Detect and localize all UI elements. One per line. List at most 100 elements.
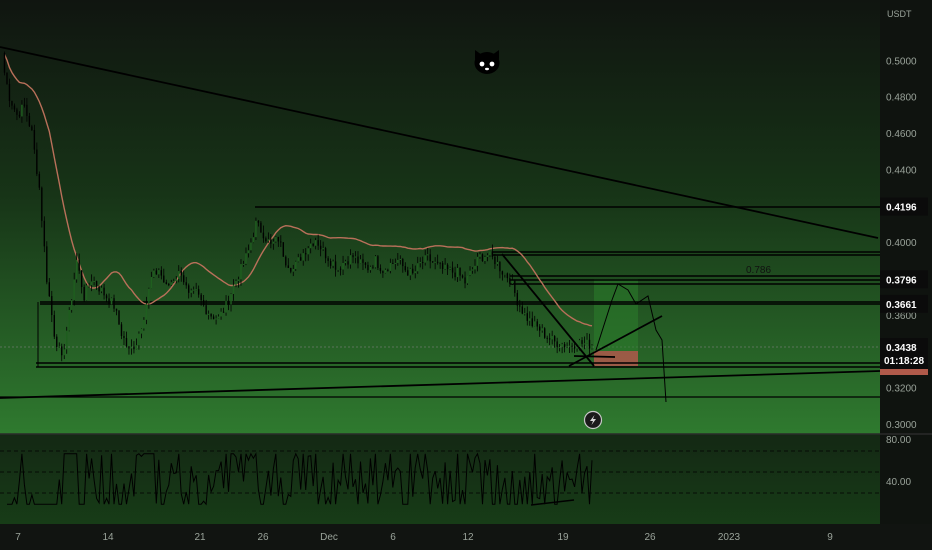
candle-body xyxy=(419,262,421,264)
candle-body xyxy=(197,289,200,295)
candle-body xyxy=(573,346,576,349)
candle-body xyxy=(568,345,571,347)
candle-body xyxy=(282,242,285,257)
rsi-pane[interactable]: 80.00 40.00 xyxy=(0,435,911,506)
candle-body xyxy=(441,263,444,269)
candle-body xyxy=(18,114,21,117)
candle-body xyxy=(576,346,578,349)
candle-body xyxy=(534,321,536,327)
candle-body xyxy=(28,115,31,127)
candle-body xyxy=(230,294,232,305)
current-price-value: 0.3438 xyxy=(886,343,917,354)
candle-body xyxy=(11,100,13,106)
candle-body xyxy=(329,260,332,266)
candle-body xyxy=(434,261,436,263)
candle-body xyxy=(489,251,491,256)
candle-body xyxy=(314,240,317,246)
candle-body xyxy=(307,248,309,255)
candle-body xyxy=(566,346,568,348)
rsi-tick-80: 80.00 xyxy=(886,435,911,446)
candle-body xyxy=(16,109,18,115)
candle-body xyxy=(51,296,53,316)
candle-body xyxy=(431,261,434,263)
lightning-icon[interactable] xyxy=(583,410,603,430)
price-tick: 0.4400 xyxy=(886,165,917,176)
candle-body xyxy=(506,273,509,279)
candle-body xyxy=(75,259,78,280)
candle-body xyxy=(138,333,140,346)
ascending-support-line xyxy=(0,370,881,399)
candle-body xyxy=(90,281,93,286)
candle-body xyxy=(541,328,543,331)
time-tick: 19 xyxy=(557,532,569,543)
time-tick: 14 xyxy=(102,532,114,543)
horizontal-levels[interactable] xyxy=(0,206,880,398)
projection-path-2 xyxy=(611,283,667,403)
candle-body xyxy=(41,187,43,221)
candle-body xyxy=(130,346,133,349)
triangle-base xyxy=(573,355,616,358)
candle-body xyxy=(140,328,143,334)
projection-path xyxy=(595,299,613,351)
candle-body xyxy=(312,243,314,246)
candle-body xyxy=(469,270,471,276)
candle-body xyxy=(66,330,68,350)
candle-body xyxy=(123,335,125,339)
candle-body xyxy=(464,277,466,284)
candle-body xyxy=(255,220,257,238)
candle-body xyxy=(439,262,441,264)
candle-body xyxy=(426,254,429,256)
candle-body xyxy=(424,255,426,263)
candle-body xyxy=(148,288,150,304)
time-tick: 9 xyxy=(827,532,833,543)
candle-body xyxy=(417,263,419,272)
candle-body xyxy=(190,290,192,293)
candle-body xyxy=(225,300,227,313)
candle-body xyxy=(56,336,58,348)
candle-body xyxy=(357,256,359,264)
candle-body xyxy=(240,264,242,280)
candle-body xyxy=(110,298,113,305)
candle-body xyxy=(43,220,46,247)
candle-body xyxy=(412,268,414,274)
candle-body xyxy=(474,265,476,270)
candle-body xyxy=(429,254,431,262)
candle-body xyxy=(83,286,85,301)
candle-body xyxy=(504,273,506,275)
candle-body xyxy=(491,251,494,257)
candle-body xyxy=(479,254,481,257)
candle-body xyxy=(446,264,449,270)
candle-body xyxy=(327,258,329,261)
price-tick: 0.4000 xyxy=(886,238,917,249)
candle-body xyxy=(95,281,98,287)
long-position-profit-zone[interactable] xyxy=(594,279,638,351)
time-tick: 12 xyxy=(462,532,474,543)
rsi-line xyxy=(7,452,593,506)
candle-body xyxy=(242,263,245,265)
candle-body xyxy=(73,279,75,301)
candle-body xyxy=(160,270,163,276)
candle-body xyxy=(292,269,294,272)
candle-body xyxy=(215,318,217,320)
trend-lines[interactable] xyxy=(0,46,881,403)
candles[interactable] xyxy=(3,51,593,362)
candle-body xyxy=(456,267,459,278)
candle-body xyxy=(217,316,220,319)
price-badge-value: 0.3661 xyxy=(886,300,917,311)
candle-body xyxy=(200,294,202,301)
time-axis[interactable]: 7 14 21 26 Dec 6 12 19 26 2023 9 xyxy=(15,532,833,543)
descending-trendline xyxy=(0,46,879,239)
candle-body xyxy=(53,315,55,337)
price-badge-value: 0.3796 xyxy=(886,275,917,286)
price-tick: 0.4800 xyxy=(886,93,917,104)
candle-body xyxy=(128,346,130,349)
candle-body xyxy=(48,282,50,297)
candle-body xyxy=(367,264,369,271)
candle-body xyxy=(407,270,409,276)
candle-body xyxy=(275,236,277,242)
candle-body xyxy=(546,337,548,339)
candle-body xyxy=(591,345,593,349)
candle-body xyxy=(339,268,342,270)
time-tick: 7 xyxy=(15,532,21,543)
